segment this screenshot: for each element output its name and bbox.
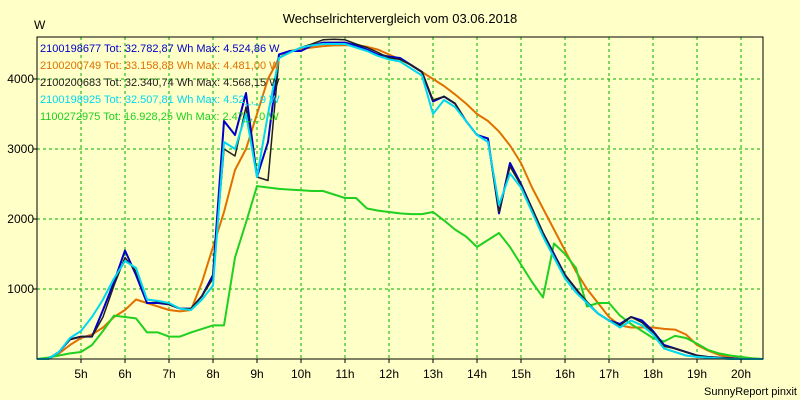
- legend-entry-1100272975: 1100272975 Tot: 16.928,25 Wh Max: 2.47_,…: [40, 111, 279, 123]
- x-tick-label: 15h: [511, 367, 531, 381]
- chart-title: Wechselrichtervergleich vom 03.06.2018: [283, 11, 518, 26]
- x-tick-label: 18h: [643, 367, 663, 381]
- legend: 2100198677 Tot: 32.782,87 Wh Max: 4.524,…: [40, 43, 280, 123]
- y-tick-label: 2000: [7, 212, 34, 226]
- legend-entry-2100198677: 2100198677 Tot: 32.782,87 Wh Max: 4.524,…: [40, 43, 280, 55]
- legend-entry-2100200683: 2100200683 Tot: 32.340,74 Wh Max: 4.568,…: [40, 77, 280, 89]
- x-tick-label: 11h: [335, 367, 354, 381]
- series-line-2100198925: [37, 43, 763, 360]
- x-tick-label: 20h: [731, 367, 751, 381]
- series-group: [36, 38, 764, 360]
- plot-frame: [36, 36, 764, 360]
- x-tick-label: 19h: [687, 367, 707, 381]
- x-tick-label: 8h: [206, 367, 219, 381]
- footer-credit: SunnyReport pinxit: [704, 386, 797, 398]
- x-tick-label: 6h: [118, 367, 131, 381]
- series-line-1100272975: [36, 185, 764, 360]
- y-axis-unit: W: [34, 18, 46, 32]
- x-tick-label: 17h: [599, 367, 619, 381]
- legend-entry-2100198925: 2100198925 Tot: 32.507,81 Wh Max: 4.52_,…: [40, 94, 280, 106]
- y-tick-label: 1000: [7, 282, 34, 296]
- x-tick-label: 13h: [423, 367, 443, 381]
- y-tick-label: 4000: [7, 72, 34, 86]
- x-tick-label: 7h: [162, 367, 175, 381]
- plot-background: [37, 37, 763, 359]
- legend-entry-2100200749: 2100200749 Tot: 33.158,88 Wh Max: 4.481,…: [40, 60, 280, 72]
- series-line-2100198677: [37, 41, 763, 360]
- axis-ticks: 5h 6h 7h 8h 9h 10h 11h 12h 13h 14h 15h 16h 17h 18h 19h…: [7, 72, 751, 381]
- x-tick-label: 12h: [379, 367, 399, 381]
- x-tick-label: 10h: [291, 367, 311, 381]
- x-tick-label: 16h: [555, 367, 575, 381]
- grid: [37, 37, 763, 359]
- y-tick-label: 3000: [7, 142, 34, 156]
- x-tick-label: 5h: [74, 367, 87, 381]
- x-tick-label: 9h: [250, 367, 263, 381]
- x-tick-label: 14h: [467, 367, 487, 381]
